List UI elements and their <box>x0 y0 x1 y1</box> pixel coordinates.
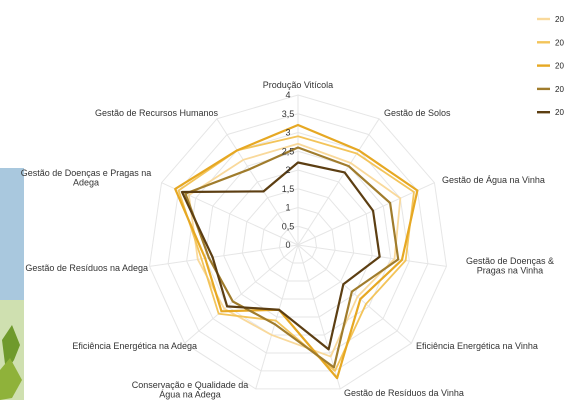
grid-ring <box>149 94 447 390</box>
grid-ring <box>223 169 373 318</box>
radial-ticks: 0 0,5 1 1,5 2 2,5 3 3,5 4 <box>282 90 295 250</box>
radial-tick-label: 1,5 <box>282 184 295 194</box>
grid-ring <box>204 150 392 336</box>
axis-spoke <box>297 244 412 344</box>
legend: 20 20 20 20 20 <box>537 15 564 117</box>
radar-series <box>174 123 419 380</box>
grid-ring <box>241 188 355 300</box>
series-line-1 <box>187 142 402 358</box>
radial-tick-label: 2,5 <box>282 146 295 156</box>
axis-spoke <box>297 244 447 267</box>
legend-entry: 20 <box>555 62 564 71</box>
radial-tick-label: 4 <box>285 90 290 100</box>
axis-spoke <box>184 244 299 344</box>
axis-spoke <box>149 244 299 267</box>
radial-tick-label: 0 <box>285 240 290 250</box>
axis-spoke <box>297 182 435 246</box>
axis-label: Gestão de Resíduos da Vinha <box>344 388 464 398</box>
radial-tick-label: 3 <box>285 128 290 138</box>
series-line-4 <box>184 146 400 369</box>
legend-entry: 20 <box>555 85 564 94</box>
axis-label: Conservação e Qualidade da Água na Adega <box>132 380 249 400</box>
grid-ring <box>260 206 336 282</box>
radial-tick-label: 2 <box>285 165 290 175</box>
background-photo-fragment <box>0 168 24 400</box>
axis-spoke <box>255 244 299 390</box>
axis-label: Gestão de Doenças & Pragas na Vinha <box>466 256 554 276</box>
series-line-3 <box>174 123 419 380</box>
axis-label: Produção Vitícola <box>263 80 333 90</box>
legend-entry: 20 <box>555 108 564 117</box>
axis-label: Eficiência Energética na Vinha <box>416 341 538 351</box>
grid-ring <box>186 131 410 354</box>
axis-label: Gestão de Resíduos na Adega <box>25 263 148 273</box>
axis-label: Eficiência Energética na Adega <box>72 341 197 351</box>
grid-ring <box>278 225 318 264</box>
series-line-5 <box>180 161 381 351</box>
radial-tick-label: 3,5 <box>282 109 295 119</box>
axis-spoke <box>297 244 341 390</box>
radial-tick-label: 0,5 <box>282 221 295 231</box>
axis-spoke <box>216 118 299 246</box>
axis-label: Gestão de Solos <box>384 108 451 118</box>
radial-tick-label: 1 <box>285 203 290 213</box>
axis-spoke <box>297 118 380 246</box>
axis-label: Gestão de Recursos Humanos <box>95 108 219 118</box>
legend-entry: 20 <box>555 15 564 24</box>
axis-labels: Produção Vitícola Gestão de Solos Gestão d… <box>21 80 554 400</box>
legend-entry: 20 <box>555 38 564 47</box>
axis-label: Gestão de Água na Vinha <box>442 175 545 185</box>
axis-label: Gestão de Doenças e Pragas na Adega <box>21 168 152 188</box>
